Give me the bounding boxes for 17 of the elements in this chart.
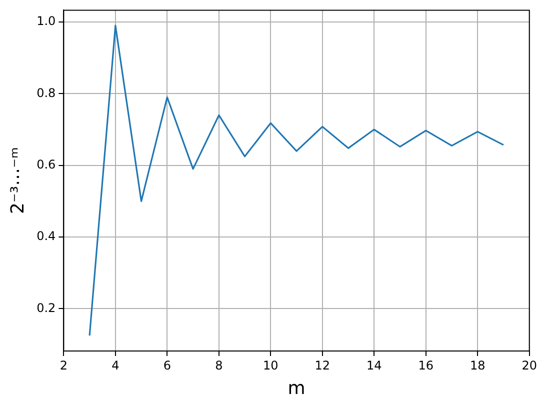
x-tick-label: 8	[215, 358, 223, 372]
x-tick-label: 14	[366, 358, 382, 372]
y-tick-label: 0.4	[36, 229, 56, 244]
x-tick-label: 4	[112, 358, 120, 372]
x-tick-label: 6	[163, 358, 171, 372]
x-tick-label: 16	[418, 358, 434, 372]
x-axis-title: m	[288, 378, 306, 399]
y-tick-label: 0.6	[36, 157, 56, 172]
x-tick-label: 12	[314, 358, 330, 372]
y-tick-label: 0.2	[36, 300, 56, 315]
y-axis-title: 2⁻³⋯⁻ᵐ	[7, 147, 28, 214]
x-tick-label: 10	[263, 358, 278, 372]
x-tick-label: 2	[60, 358, 68, 372]
y-tick-label: 0.8	[36, 86, 56, 100]
x-tick-label: 18	[470, 358, 486, 372]
x-tick-label: 20	[522, 358, 538, 372]
y-tick-label: 1.0	[36, 14, 56, 28]
